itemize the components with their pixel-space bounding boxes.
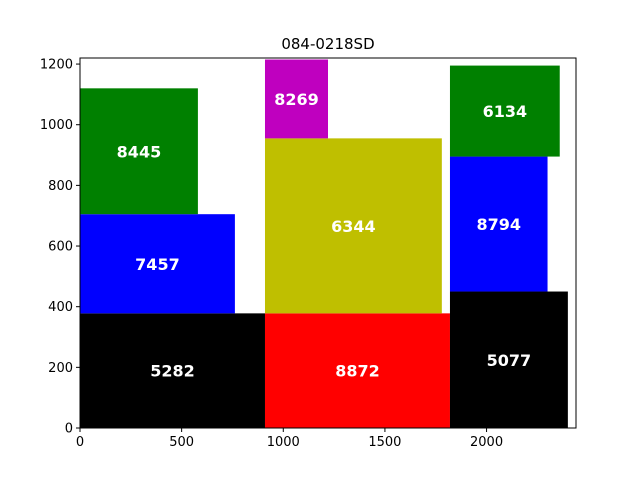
piece-0-label: 5282: [150, 362, 195, 381]
y-axis: 0 200 400 600 800 1000 1200: [40, 58, 80, 437]
piece-3-label: 8872: [335, 362, 380, 381]
y-tick-label-3: 600: [48, 240, 73, 255]
x-tick-label-4: 2000: [470, 435, 503, 450]
piece-2-rect: [80, 88, 198, 215]
piece-5-label: 8269: [274, 90, 319, 109]
piece-8-label: 6134: [483, 102, 528, 121]
piece-0-rect: [80, 313, 265, 428]
pieces-layer: 5282 7457 8445 8872 6344 8269 5077 8794 6134: [80, 59, 568, 428]
chart-title: 084-0218SD: [281, 35, 374, 53]
y-tick-label-0: 0: [65, 422, 73, 437]
piece-1-rect: [80, 214, 235, 314]
piece-1-label: 7457: [135, 255, 180, 274]
y-tick-label-2: 400: [48, 300, 73, 315]
x-tick-label-0: 0: [76, 435, 84, 450]
piece-6-rect: [449, 291, 568, 428]
x-axis: 0 500 1000 1500 2000: [76, 428, 503, 450]
y-tick-label-5: 1000: [40, 118, 73, 133]
y-tick-label-6: 1200: [40, 58, 73, 73]
piece-4-rect: [264, 138, 442, 314]
piece-5-rect: [264, 59, 328, 139]
piece-2-label: 8445: [117, 142, 162, 161]
x-tick-label-3: 1500: [368, 435, 401, 450]
y-tick-label-1: 200: [48, 361, 73, 376]
piece-7-label: 8794: [476, 215, 521, 234]
piece-8-rect: [449, 65, 560, 157]
piece-7-rect: [449, 156, 548, 292]
y-tick-label-4: 800: [48, 179, 73, 194]
piece-6-label: 5077: [487, 351, 532, 370]
piece-4-label: 6344: [331, 217, 376, 236]
plot-frame: [79, 57, 577, 429]
x-tick-label-1: 500: [169, 435, 194, 450]
piece-3-rect: [264, 313, 450, 428]
x-tick-label-2: 1000: [267, 435, 300, 450]
